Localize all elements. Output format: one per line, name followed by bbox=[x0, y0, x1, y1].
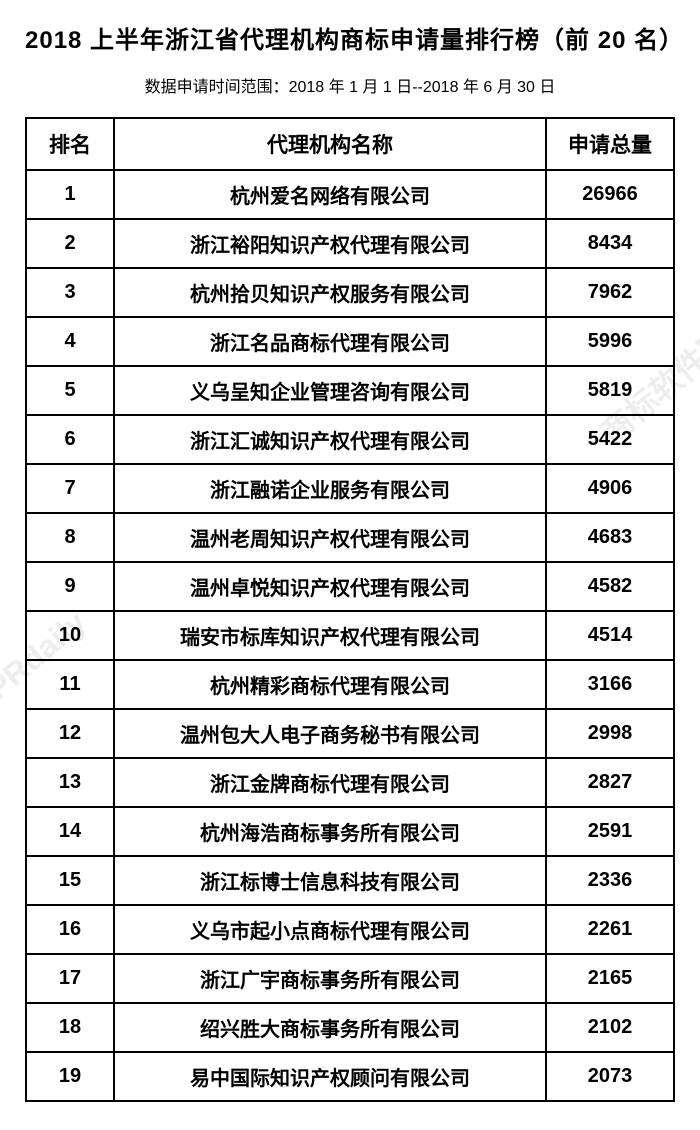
cell-rank: 3 bbox=[26, 268, 114, 317]
cell-name: 浙江标博士信息科技有限公司 bbox=[114, 856, 546, 905]
cell-rank: 2 bbox=[26, 219, 114, 268]
cell-name: 浙江裕阳知识产权代理有限公司 bbox=[114, 219, 546, 268]
cell-count: 2827 bbox=[546, 758, 674, 807]
table-row: 12温州包大人电子商务秘书有限公司2998 bbox=[26, 709, 674, 758]
cell-name: 杭州拾贝知识产权服务有限公司 bbox=[114, 268, 546, 317]
table-row: 15浙江标博士信息科技有限公司2336 bbox=[26, 856, 674, 905]
cell-count: 5819 bbox=[546, 366, 674, 415]
table-row: 9温州卓悦知识产权代理有限公司4582 bbox=[26, 562, 674, 611]
cell-rank: 1 bbox=[26, 170, 114, 219]
cell-rank: 13 bbox=[26, 758, 114, 807]
table-header-row: 排名 代理机构名称 申请总量 bbox=[26, 118, 674, 170]
table-row: 19易中国际知识产权顾问有限公司2073 bbox=[26, 1052, 674, 1101]
cell-name: 浙江汇诚知识产权代理有限公司 bbox=[114, 415, 546, 464]
cell-count: 2998 bbox=[546, 709, 674, 758]
cell-rank: 12 bbox=[26, 709, 114, 758]
cell-count: 8434 bbox=[546, 219, 674, 268]
table-row: 16义乌市起小点商标代理有限公司2261 bbox=[26, 905, 674, 954]
cell-name: 杭州海浩商标事务所有限公司 bbox=[114, 807, 546, 856]
cell-count: 5422 bbox=[546, 415, 674, 464]
ranking-table: 排名 代理机构名称 申请总量 1杭州爱名网络有限公司269662浙江裕阳知识产权… bbox=[25, 117, 675, 1102]
table-row: 18绍兴胜大商标事务所有限公司2102 bbox=[26, 1003, 674, 1052]
table-row: 3杭州拾贝知识产权服务有限公司7962 bbox=[26, 268, 674, 317]
column-header-count: 申请总量 bbox=[546, 118, 674, 170]
cell-rank: 19 bbox=[26, 1052, 114, 1101]
cell-count: 2102 bbox=[546, 1003, 674, 1052]
table-row: 7浙江融诺企业服务有限公司4906 bbox=[26, 464, 674, 513]
cell-name: 浙江融诺企业服务有限公司 bbox=[114, 464, 546, 513]
cell-name: 温州老周知识产权代理有限公司 bbox=[114, 513, 546, 562]
cell-name: 瑞安市标库知识产权代理有限公司 bbox=[114, 611, 546, 660]
table-row: 6浙江汇诚知识产权代理有限公司5422 bbox=[26, 415, 674, 464]
table-row: 5义乌呈知企业管理咨询有限公司5819 bbox=[26, 366, 674, 415]
cell-rank: 9 bbox=[26, 562, 114, 611]
cell-rank: 6 bbox=[26, 415, 114, 464]
cell-name: 浙江名品商标代理有限公司 bbox=[114, 317, 546, 366]
date-range-subtitle: 数据申请时间范围：2018 年 1 月 1 日--2018 年 6 月 30 日 bbox=[25, 73, 675, 97]
cell-rank: 8 bbox=[26, 513, 114, 562]
cell-count: 7962 bbox=[546, 268, 674, 317]
table-row: 10瑞安市标库知识产权代理有限公司4514 bbox=[26, 611, 674, 660]
cell-count: 2261 bbox=[546, 905, 674, 954]
cell-count: 5996 bbox=[546, 317, 674, 366]
cell-name: 浙江广宇商标事务所有限公司 bbox=[114, 954, 546, 1003]
cell-name: 温州卓悦知识产权代理有限公司 bbox=[114, 562, 546, 611]
column-header-name: 代理机构名称 bbox=[114, 118, 546, 170]
cell-count: 4906 bbox=[546, 464, 674, 513]
cell-rank: 16 bbox=[26, 905, 114, 954]
cell-rank: 17 bbox=[26, 954, 114, 1003]
cell-name: 温州包大人电子商务秘书有限公司 bbox=[114, 709, 546, 758]
table-row: 4浙江名品商标代理有限公司5996 bbox=[26, 317, 674, 366]
table-row: 11杭州精彩商标代理有限公司3166 bbox=[26, 660, 674, 709]
cell-count: 2591 bbox=[546, 807, 674, 856]
cell-rank: 11 bbox=[26, 660, 114, 709]
cell-name: 杭州精彩商标代理有限公司 bbox=[114, 660, 546, 709]
cell-rank: 7 bbox=[26, 464, 114, 513]
cell-name: 易中国际知识产权顾问有限公司 bbox=[114, 1052, 546, 1101]
cell-count: 3166 bbox=[546, 660, 674, 709]
cell-name: 义乌呈知企业管理咨询有限公司 bbox=[114, 366, 546, 415]
table-row: 8温州老周知识产权代理有限公司4683 bbox=[26, 513, 674, 562]
table-row: 13浙江金牌商标代理有限公司2827 bbox=[26, 758, 674, 807]
cell-count: 2073 bbox=[546, 1052, 674, 1101]
cell-count: 26966 bbox=[546, 170, 674, 219]
cell-rank: 4 bbox=[26, 317, 114, 366]
table-row: 17浙江广宇商标事务所有限公司2165 bbox=[26, 954, 674, 1003]
table-row: 2浙江裕阳知识产权代理有限公司8434 bbox=[26, 219, 674, 268]
cell-name: 义乌市起小点商标代理有限公司 bbox=[114, 905, 546, 954]
cell-rank: 15 bbox=[26, 856, 114, 905]
table-row: 14杭州海浩商标事务所有限公司2591 bbox=[26, 807, 674, 856]
cell-count: 4514 bbox=[546, 611, 674, 660]
table-body: 1杭州爱名网络有限公司269662浙江裕阳知识产权代理有限公司84343杭州拾贝… bbox=[26, 170, 674, 1101]
cell-count: 2336 bbox=[546, 856, 674, 905]
cell-rank: 10 bbox=[26, 611, 114, 660]
cell-name: 浙江金牌商标代理有限公司 bbox=[114, 758, 546, 807]
cell-count: 2165 bbox=[546, 954, 674, 1003]
cell-count: 4582 bbox=[546, 562, 674, 611]
cell-rank: 14 bbox=[26, 807, 114, 856]
cell-name: 绍兴胜大商标事务所有限公司 bbox=[114, 1003, 546, 1052]
column-header-rank: 排名 bbox=[26, 118, 114, 170]
cell-rank: 18 bbox=[26, 1003, 114, 1052]
cell-count: 4683 bbox=[546, 513, 674, 562]
table-row: 1杭州爱名网络有限公司26966 bbox=[26, 170, 674, 219]
cell-rank: 5 bbox=[26, 366, 114, 415]
page-title: 2018 上半年浙江省代理机构商标申请量排行榜（前 20 名） bbox=[25, 20, 675, 55]
cell-name: 杭州爱名网络有限公司 bbox=[114, 170, 546, 219]
